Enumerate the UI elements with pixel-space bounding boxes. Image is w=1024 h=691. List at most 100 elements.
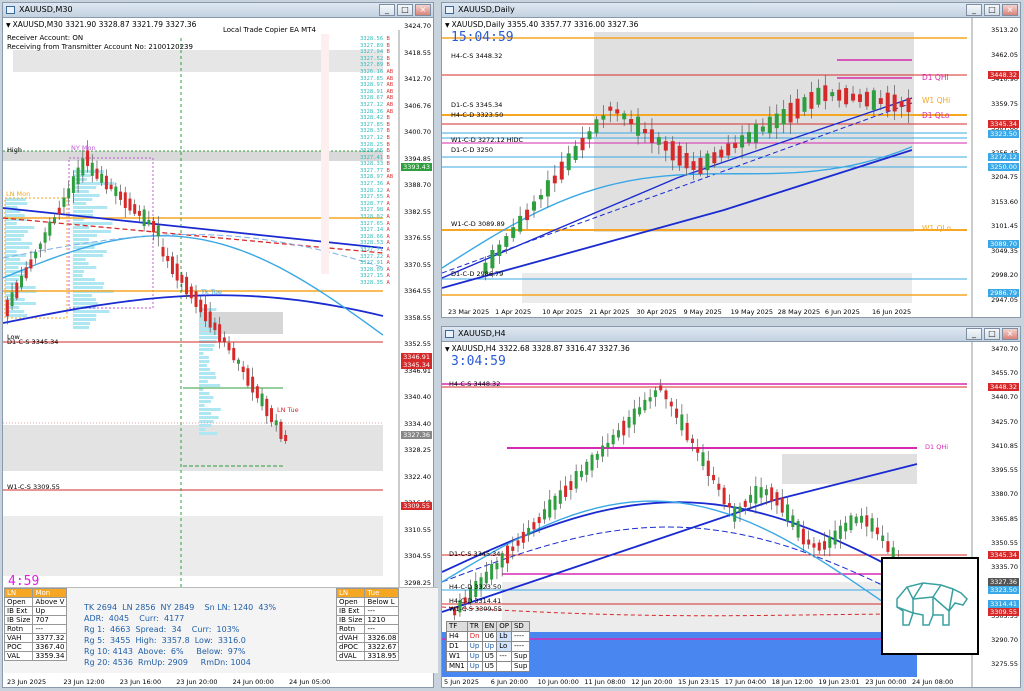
dropdown-triangle-icon[interactable]: ▼: [445, 346, 450, 353]
volume-profile-bar: [5, 234, 25, 237]
copier-flag: B: [383, 167, 390, 174]
candle-body: [504, 235, 509, 247]
table-cell: IB Size: [3, 615, 34, 625]
price-tick-label: 3425.70: [991, 417, 1018, 426]
candle-body: [816, 87, 821, 105]
daily-chart-area[interactable]: ▼ XAUUSD,Daily 3355.40 3357.77 3316.00 33…: [442, 18, 1020, 317]
copier-price: 3328.25: [360, 141, 384, 148]
minimize-button[interactable]: _: [966, 328, 982, 340]
volume-profile-bar: [5, 270, 28, 273]
copier-price: 3327.71: [360, 247, 384, 253]
candle-body: [807, 539, 811, 545]
candle-body: [684, 152, 689, 169]
chart-window-h4[interactable]: XAUUSD,H4 _ □ × ▼ XAUUSD,H4 3322.68 3328.…: [441, 326, 1021, 688]
volume-profile-bar: [73, 254, 104, 257]
range-statistics: TK 2694 LN 2856 NY 2849 Sn LN: 1240 43% A…: [84, 602, 276, 668]
level-label: D1-C-D 2986.79: [451, 270, 504, 278]
minimize-button[interactable]: _: [966, 4, 982, 16]
dropdown-triangle-icon[interactable]: ▼: [6, 22, 11, 29]
candle-body: [636, 116, 641, 136]
chart-window-daily[interactable]: XAUUSD,Daily _ □ × ▼ XAUUSD,Daily 3355.40…: [441, 2, 1021, 318]
window-titlebar[interactable]: XAUUSD,Daily _ □ ×: [442, 3, 1020, 18]
candle-body: [15, 282, 19, 299]
window-titlebar[interactable]: XAUUSD,M30 _ □ ×: [3, 3, 433, 18]
table-row: Rotn ---: [3, 624, 68, 634]
chart-window-icon: [6, 6, 15, 14]
copier-price: 3327.12: [360, 134, 384, 141]
candle-body: [701, 452, 705, 467]
chart-window-m30[interactable]: XAUUSD,M30 _ □ × ▼ XAUUSD,M30 3321.90 332…: [2, 2, 434, 688]
maximize-button[interactable]: □: [397, 4, 413, 16]
candle-body: [566, 153, 571, 171]
candle-body: [828, 536, 832, 548]
copier-flag: B: [383, 36, 390, 42]
candle-body: [569, 481, 573, 491]
price-tick-label: 3406.76: [404, 101, 431, 110]
volume-profile-bar: [199, 388, 204, 391]
table-cell: ---: [364, 606, 400, 616]
copier-flag: A: [383, 273, 390, 280]
m30-price-chart[interactable]: [3, 18, 433, 687]
table-cell: VAL: [3, 651, 34, 661]
copier-flag: B: [383, 121, 390, 128]
time-tick-label: 19 Jun 23:01: [818, 678, 860, 686]
price-tick-label: 3440.70: [991, 393, 1018, 402]
price-tick-label: 3334.40: [404, 419, 431, 428]
copier-price: 3328.56: [360, 36, 384, 42]
level-label: W1-C-S 3309.55: [449, 605, 502, 613]
table-cell: Below L: [364, 597, 400, 607]
candle-body: [500, 553, 504, 568]
price-tick-label: 3376.55: [404, 234, 431, 242]
session-stats-panel: LN Mon Open Above V IB Ext Up IB Size 707 Rotn -…: [3, 587, 438, 673]
candle-body: [906, 97, 911, 113]
candle-body: [521, 531, 525, 543]
table-cell: dVAL: [335, 651, 366, 661]
volume-profile-bar: [5, 198, 26, 201]
maximize-button[interactable]: □: [984, 328, 1000, 340]
stat-line: TK 2694 LN 2856 NY 2849 Sn LN: 1240 43%: [84, 603, 277, 612]
candle-body: [284, 434, 288, 442]
volume-profile-bar: [73, 210, 93, 213]
candle-body: [490, 250, 495, 269]
volume-profile-bar: [5, 278, 19, 281]
candle-body: [759, 487, 763, 498]
london-tuesday-table: LN Tue Open Below L IB Ext --- IB Size 1210 Rot…: [335, 588, 400, 661]
close-button[interactable]: ×: [1002, 328, 1018, 340]
candle-body: [749, 494, 753, 503]
minimize-button[interactable]: _: [379, 4, 395, 16]
signal-table: TF TR EN OP SD H4 Dn U6 Lb ---- D1 Up Up Lo ---- W1 Up U5…: [446, 621, 531, 672]
table-row: IB Size 1210: [335, 615, 400, 625]
candle-body: [208, 311, 212, 328]
table-cell: 3318.95: [364, 651, 400, 661]
price-tick-label: 3470.70: [991, 345, 1018, 353]
candle-body: [864, 91, 869, 107]
candle-body: [698, 157, 703, 174]
copier-row: 3327.55 A: [360, 194, 393, 201]
copier-flag: AB: [383, 88, 394, 95]
dropdown-triangle-icon[interactable]: ▼: [445, 22, 450, 29]
close-button[interactable]: ×: [415, 4, 431, 16]
table-row: H4 Dn U6 Lb ----: [446, 631, 531, 642]
h4-chart-area[interactable]: ▼ XAUUSD,H4 3322.68 3328.87 3316.47 3327.…: [442, 342, 1020, 687]
level-label: D1-C-S 3345.34: [451, 101, 503, 109]
time-tick-label: 23 Jun 12:00: [63, 678, 105, 686]
volume-profile-bar: [73, 202, 87, 205]
copier-price: 3328.36: [360, 108, 384, 115]
daily-price-chart[interactable]: [442, 18, 1020, 317]
window-titlebar[interactable]: XAUUSD,H4 _ □ ×: [442, 327, 1020, 342]
candle-body: [497, 244, 502, 257]
ma-line: [442, 102, 913, 274]
candle-body: [770, 487, 774, 502]
volume-profile-bar: [199, 416, 219, 419]
candle-body: [608, 106, 613, 111]
time-tick-label: 23 Jun 20:00: [176, 678, 218, 686]
table-cell: 3322.67: [364, 642, 400, 652]
candle-body: [170, 256, 174, 275]
close-button[interactable]: ×: [1002, 4, 1018, 16]
maximize-button[interactable]: □: [984, 4, 1000, 16]
time-tick-label: 16 Jun 2025: [872, 308, 912, 316]
candle-body: [53, 217, 57, 223]
candle-body: [580, 137, 585, 151]
window-title: XAUUSD,M30: [19, 5, 73, 14]
copier-flag: B: [383, 141, 390, 148]
